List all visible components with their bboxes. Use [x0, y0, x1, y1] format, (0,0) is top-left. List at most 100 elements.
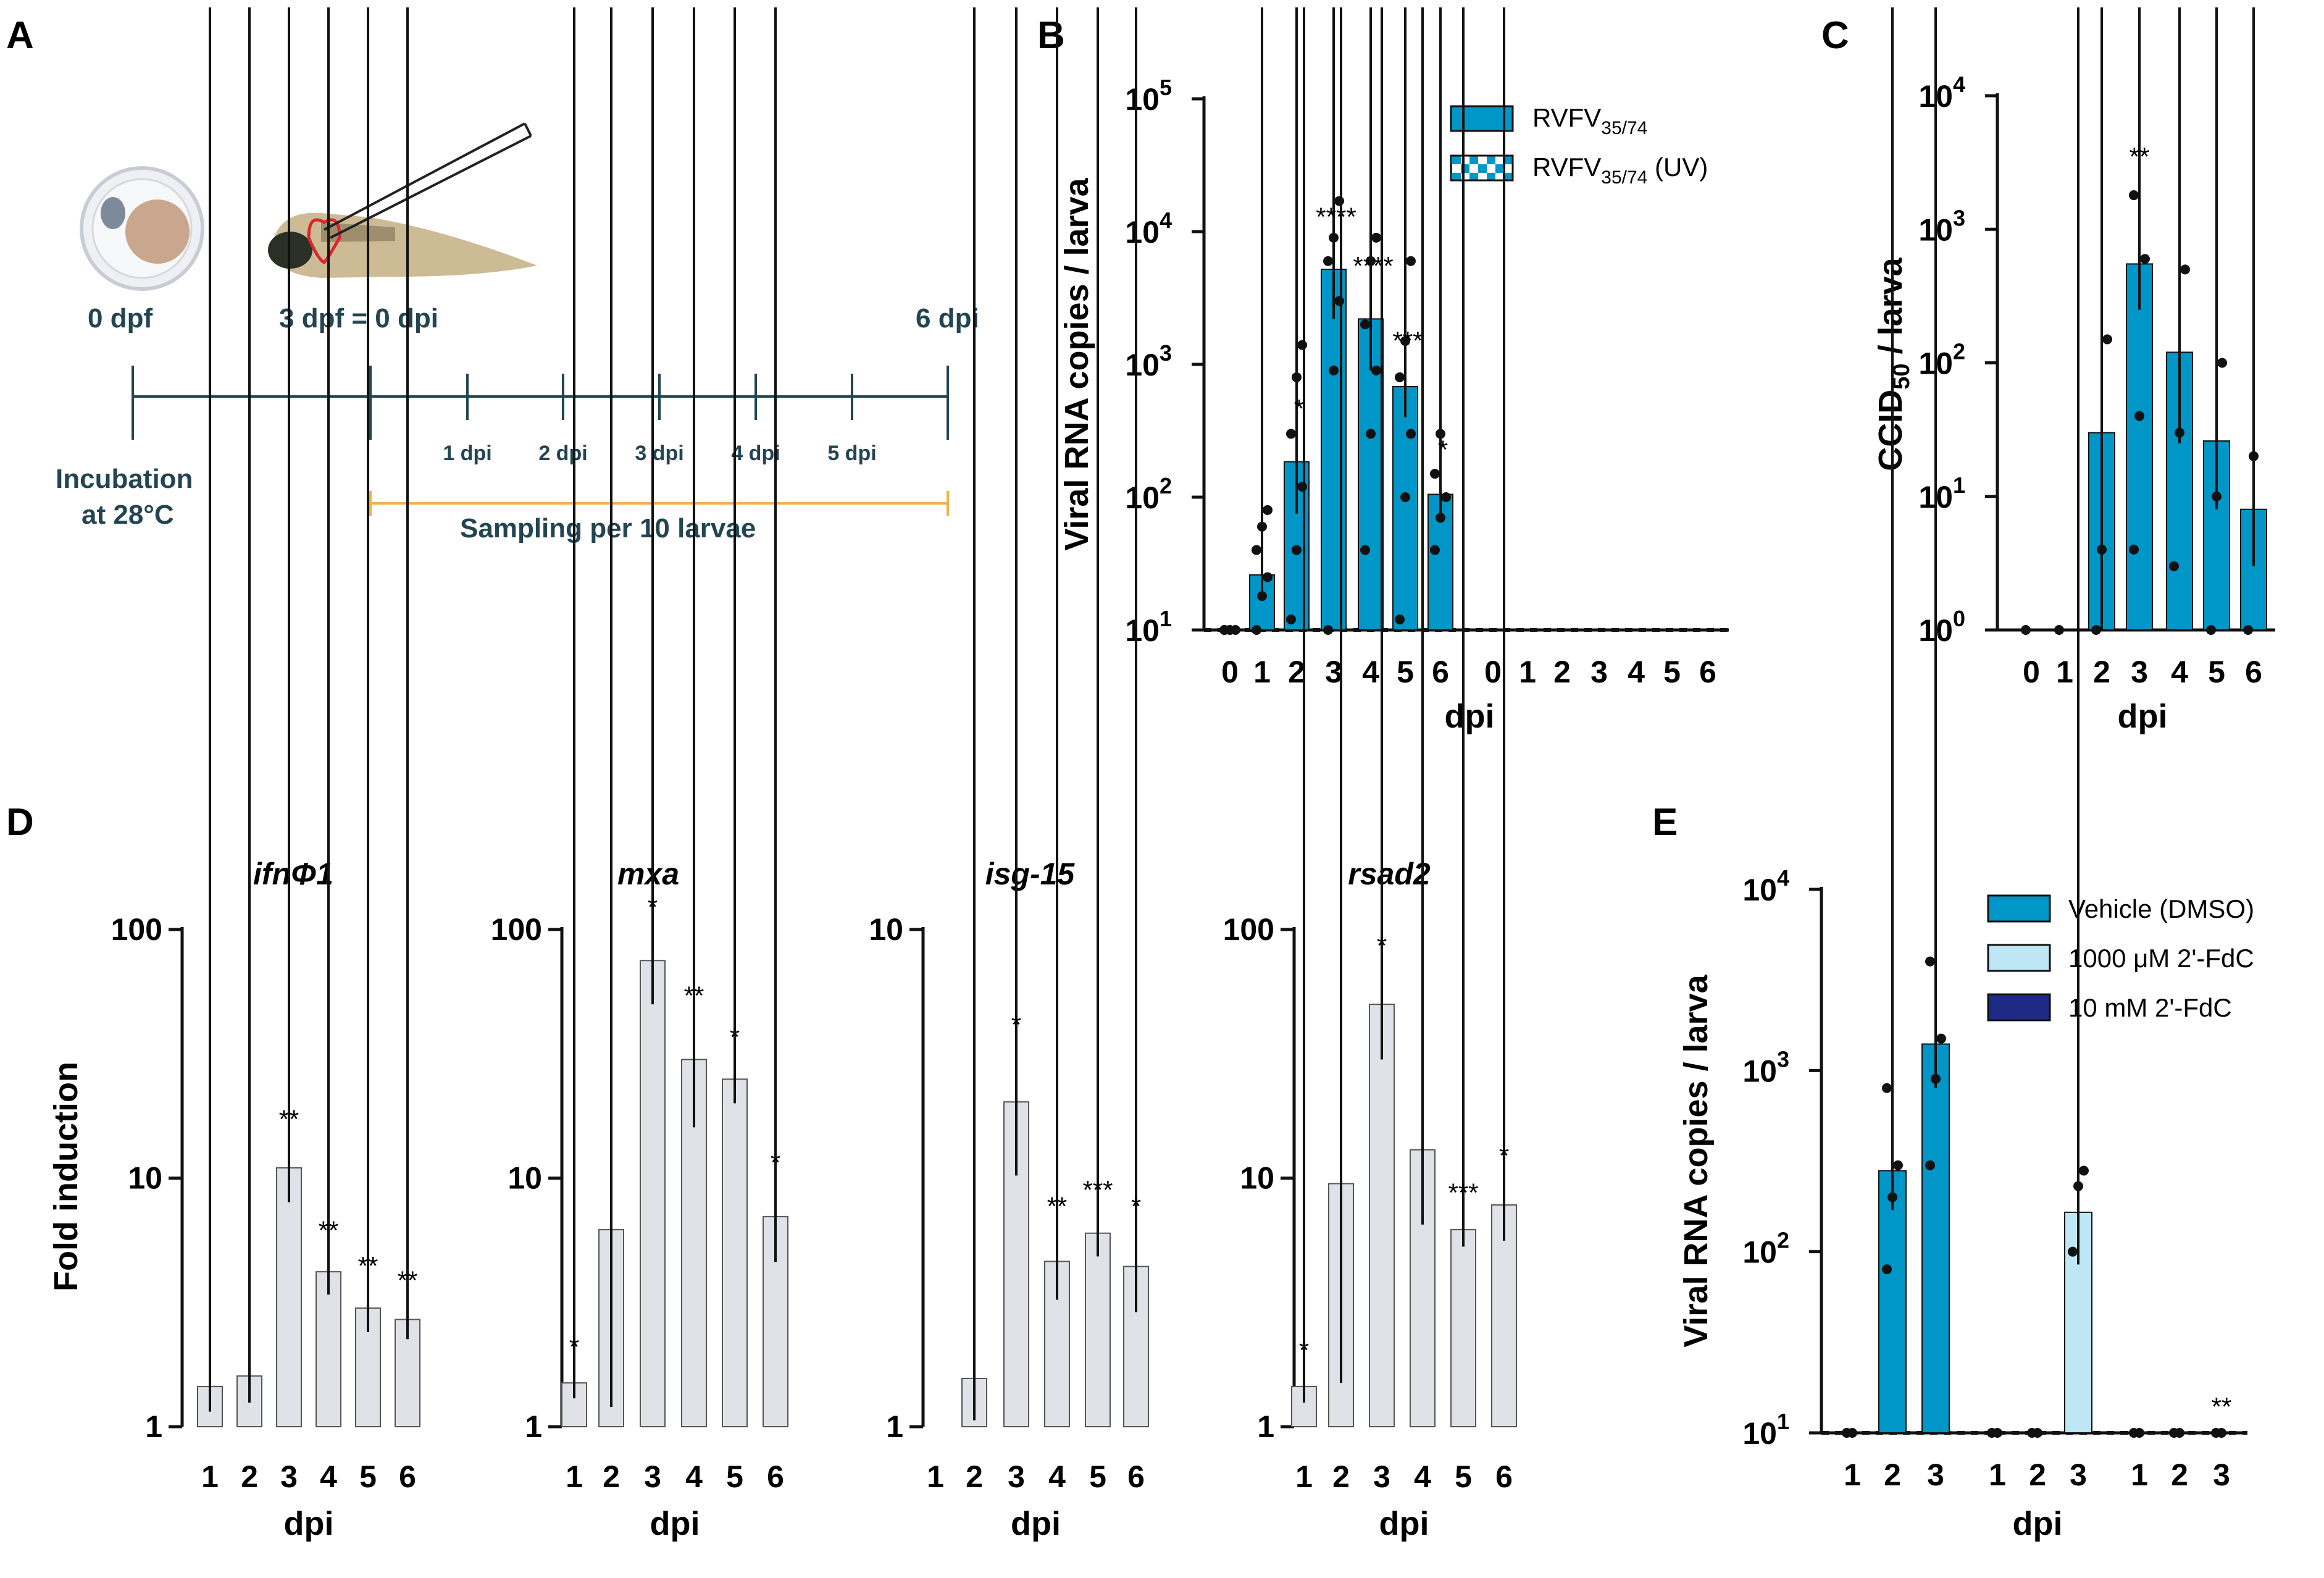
legend-swatch-2 [1987, 944, 2051, 972]
x-tick-label: 3 [1008, 1459, 1025, 1494]
x-tick-label: 5 [359, 1459, 377, 1494]
data-point [2097, 544, 2107, 555]
timeline-day-label: 2 dpi [538, 442, 587, 465]
data-point [2068, 1246, 2078, 1257]
significance-label: * [1011, 1010, 1021, 1039]
x-tick-label: 5 [1089, 1459, 1106, 1494]
data-point [1323, 256, 1333, 266]
data-point [2175, 427, 2184, 438]
timeline-label-3dpf: 3 dpf = 0 dpi [279, 303, 438, 334]
y-tick-label: 102 [1742, 1228, 1789, 1270]
data-point [2073, 1181, 2083, 1191]
data-point [2249, 451, 2259, 461]
x-tick-label: 3 [1325, 655, 1342, 689]
x-tick-label: 2 [1553, 655, 1571, 689]
x-tick-label: 1 [201, 1459, 219, 1494]
x-tick-label: 0 [1221, 655, 1239, 689]
significance-label: ** [319, 1216, 339, 1245]
data-point [1882, 1264, 1892, 1275]
x-tick-label: 3 [1590, 655, 1608, 689]
x-tick-label: 2 [1332, 1459, 1350, 1494]
y-tick-label: 104 [1125, 208, 1172, 250]
significance-label: * [648, 892, 658, 921]
x-axis-title: dpi [1379, 1505, 1429, 1542]
x-tick-label: 3 [1927, 1458, 1944, 1492]
x-axis-title: dpi [284, 1505, 334, 1542]
data-point [1334, 296, 1344, 306]
significance-label: **** [1353, 251, 1393, 280]
significance-label: * [1131, 1192, 1141, 1221]
significance-label: * [771, 1148, 780, 1177]
gene-title: rsad2 [1348, 857, 1431, 891]
bar-fold-induction [276, 1167, 302, 1428]
data-point [1263, 505, 1273, 515]
legend-swatch-1 [1987, 894, 2051, 923]
data-point [2169, 561, 2179, 571]
legend-label-2: 1000 μM 2'-FdC [2068, 944, 2254, 973]
x-tick-label: 1 [1253, 655, 1271, 689]
panel-label-b: B [1037, 14, 1065, 57]
data-point [1297, 340, 1307, 350]
x-tick-label: 3 [644, 1459, 661, 1494]
data-point [1286, 429, 1296, 439]
y-tick-label: 1 [1257, 1409, 1274, 1444]
x-axis-title: dpi [650, 1505, 700, 1542]
data-point [1263, 572, 1273, 582]
x-tick-label: 0 [1484, 655, 1502, 689]
legend-label-3: 10 mM 2'-FdC [2068, 993, 2232, 1022]
y-tick-label: 100 [491, 912, 542, 947]
bar-fold-induction [640, 960, 666, 1427]
legend-swatch-rvfv [1450, 105, 1514, 132]
significance-label: *** [1392, 326, 1423, 355]
x-tick-label: 2 [1884, 1458, 1901, 1492]
bar-fold-induction [1085, 1232, 1111, 1427]
data-point [1371, 232, 1381, 243]
timeline-day-label: 3 dpi [635, 442, 683, 465]
bar-series-1 [1878, 1170, 1907, 1434]
significance-label: *** [1082, 1175, 1113, 1204]
data-point [1360, 545, 1370, 555]
significance-label: ** [398, 1265, 418, 1295]
significance-label: * [1438, 435, 1448, 464]
data-point [1395, 614, 1405, 624]
x-tick-label: 1 [1989, 1458, 2006, 1492]
significance-label: * [569, 1332, 579, 1361]
y-tick-label: 101 [1742, 1409, 1789, 1451]
y-tick-label: 102 [1125, 473, 1172, 515]
legend-label-rvfv: RVFV35/74 [1532, 103, 1647, 138]
y-axis-title: Viral RNA copies / larva [1058, 177, 1095, 550]
x-tick-label: 0 [2023, 655, 2040, 689]
data-point [2175, 1428, 2184, 1438]
data-point [1323, 625, 1333, 635]
y-tick-label: 10 [869, 912, 903, 947]
x-tick-label: 5 [1455, 1459, 1472, 1494]
data-point [1436, 513, 1445, 523]
x-tick-label: 5 [2208, 655, 2225, 689]
x-tick-label: 2 [1288, 655, 1305, 689]
embryo-icon [80, 166, 204, 291]
significance-label: ** [358, 1251, 378, 1280]
x-tick-label: 5 [726, 1459, 743, 1494]
data-point [2102, 334, 2112, 345]
panel-label-e: E [1652, 801, 1678, 844]
data-point [2129, 544, 2139, 555]
needle-icon [324, 122, 532, 239]
x-tick-label: 5 [1397, 655, 1414, 689]
data-point [1400, 336, 1410, 346]
data-point [1286, 614, 1296, 624]
x-tick-label: 4 [2171, 655, 2188, 689]
temperature-label: at 28°C [82, 500, 174, 530]
y-tick-label: 105 [1125, 75, 1172, 117]
data-point [1436, 429, 1445, 439]
data-point [1360, 319, 1370, 330]
x-axis-title: dpi [1011, 1505, 1061, 1542]
y-tick-label: 104 [1918, 72, 1965, 114]
bar-fold-induction [1369, 1004, 1395, 1427]
data-point [1406, 256, 1416, 266]
data-point [1430, 545, 1440, 555]
x-tick-label: 6 [399, 1459, 416, 1494]
gene-title: ifnΦ1 [253, 857, 333, 891]
y-tick-label: 104 [1742, 865, 1789, 907]
x-tick-label: 2 [2171, 1458, 2188, 1492]
